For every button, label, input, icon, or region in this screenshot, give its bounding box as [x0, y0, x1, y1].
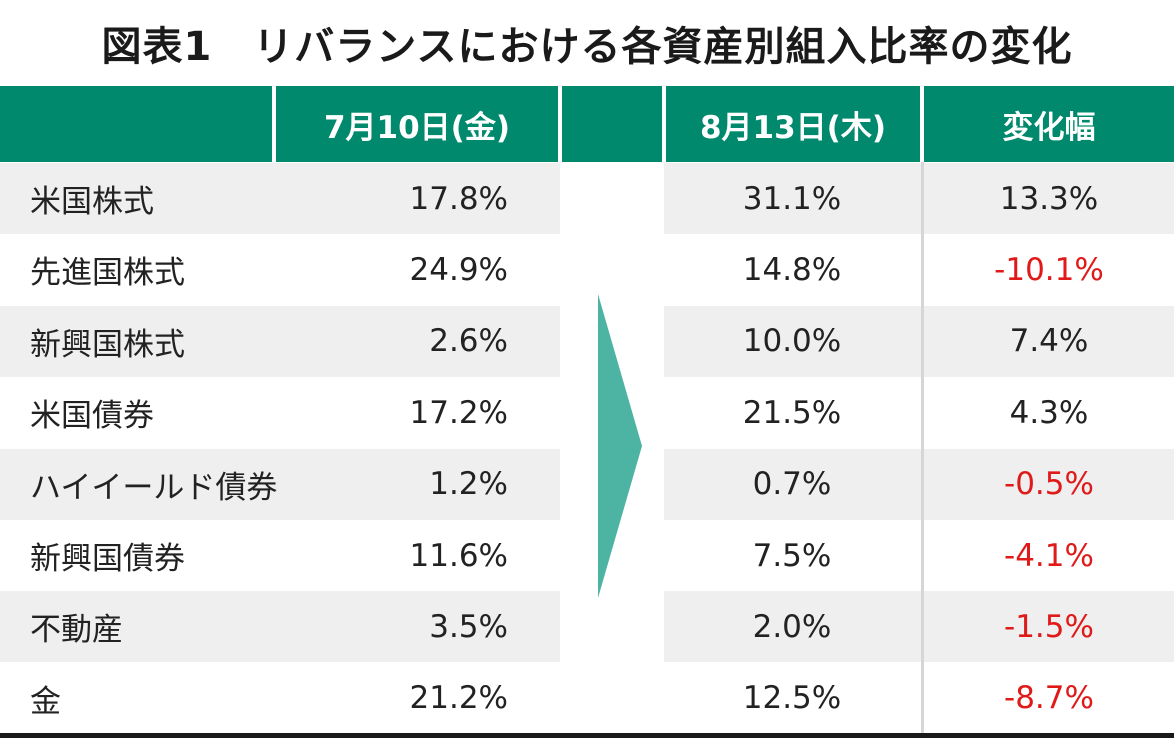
value-before: 3.5%: [429, 608, 508, 645]
column-divider: [921, 162, 924, 734]
arrow-right-shape: [598, 294, 642, 598]
table-row-left: 米国債券 17.2%: [0, 377, 560, 448]
value-change: 4.3%: [1009, 394, 1089, 431]
header-date-before-label: 7月10日(金): [323, 109, 511, 146]
asset-name: 米国株式: [30, 184, 154, 220]
table-row-right: 14.8% -10.1%: [664, 234, 1174, 305]
asset-name: 先進国株式: [30, 255, 185, 292]
header-change-label: 変化幅: [1002, 109, 1096, 146]
table-row-left: 米国株式 17.8%: [0, 163, 560, 234]
value-before: 11.6%: [409, 537, 508, 574]
asset-name: 米国債券: [30, 398, 154, 435]
asset-name: 不動産: [30, 612, 123, 649]
header-date-after-label: 8月13日(木): [699, 109, 887, 146]
table-row-left: 新興国株式 2.6%: [0, 305, 560, 377]
value-after: 0.7%: [752, 466, 832, 503]
value-change: -4.1%: [1004, 537, 1094, 574]
table-row-left: ハイイールド債券 1.2%: [0, 448, 560, 520]
table-row-right: 31.1% 13.3%: [664, 163, 1174, 234]
table-bottom-border: [0, 733, 1174, 738]
value-before: 17.8%: [409, 180, 508, 217]
asset-name: 金: [30, 683, 61, 720]
value-after: 2.0%: [752, 608, 832, 645]
header-blank: [0, 86, 272, 162]
value-before: 2.6%: [429, 323, 508, 360]
table-row-right: 21.5% 4.3%: [664, 377, 1174, 448]
header-mid: [562, 86, 662, 162]
value-after: 21.5%: [742, 394, 842, 431]
value-after: 14.8%: [742, 251, 842, 288]
value-change: -1.5%: [1004, 608, 1094, 645]
value-after: 31.1%: [742, 180, 842, 217]
table-row-right: 12.5% -8.7%: [664, 663, 1174, 734]
table-row-left: 金 21.2%: [0, 663, 560, 734]
arrow-right-icon: [598, 294, 642, 598]
table-row-right: 2.0% -1.5%: [664, 591, 1174, 663]
value-change: -8.7%: [1004, 680, 1094, 717]
header-change: 変化幅: [924, 86, 1174, 162]
value-before: 24.9%: [409, 251, 508, 288]
table-row-right: 0.7% -0.5%: [664, 448, 1174, 520]
table-row-left: 先進国株式 24.9%: [0, 234, 560, 305]
table-row-left: 新興国債券 11.6%: [0, 520, 560, 591]
value-after: 7.5%: [752, 537, 832, 574]
value-change: 7.4%: [1009, 323, 1089, 360]
asset-name: 新興国株式: [30, 326, 185, 363]
value-before: 1.2%: [429, 466, 508, 503]
value-before: 17.2%: [409, 394, 508, 431]
value-before: 21.2%: [409, 680, 508, 717]
table-row-right: 10.0% 7.4%: [664, 305, 1174, 377]
value-change: -0.5%: [1004, 466, 1094, 503]
value-change: 13.3%: [999, 180, 1099, 217]
value-after: 12.5%: [742, 680, 842, 717]
header-date-before: 7月10日(金): [276, 86, 558, 162]
value-change: -10.1%: [994, 251, 1104, 288]
asset-name: 新興国債券: [30, 541, 185, 577]
asset-name: ハイイールド債券: [30, 469, 278, 506]
table-row-right: 7.5% -4.1%: [664, 520, 1174, 591]
table-row-left: 不動産 3.5%: [0, 591, 560, 663]
header-date-after: 8月13日(木): [666, 86, 920, 162]
value-after: 10.0%: [742, 323, 842, 360]
page-title: 図表1 リバランスにおける各資産別組入比率の変化: [101, 24, 1073, 70]
